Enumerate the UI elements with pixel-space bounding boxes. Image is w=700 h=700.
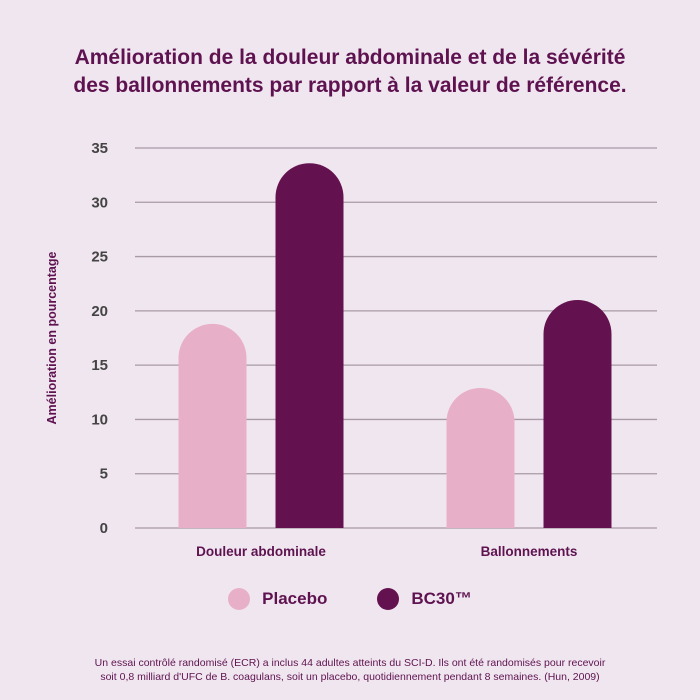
x-tick-labels: Douleur abdominale Ballonnements xyxy=(196,544,577,559)
footnote-line-2: soit 0,8 milliard d'UFC de B. coagulans,… xyxy=(100,671,600,683)
y-tick-label: 35 xyxy=(91,140,108,157)
legend: Placebo BC30™ xyxy=(0,588,700,610)
legend-swatch-bc30 xyxy=(377,588,400,610)
y-axis-label: Amélioration en pourcentage xyxy=(45,251,59,424)
bar-placebo-1 xyxy=(446,387,515,528)
footnote-line-1: Un essai contrôlé randomisé (ECR) a incl… xyxy=(94,657,606,669)
x-tick-label: Douleur abdominale xyxy=(196,544,326,559)
y-tick-label: 15 xyxy=(91,357,108,374)
legend-item-placebo: Placebo xyxy=(228,588,327,610)
y-tick-label: 10 xyxy=(91,411,108,428)
bar-bc30-0 xyxy=(275,163,344,528)
bars xyxy=(178,163,612,528)
chart-title: Amélioration de la douleur abdominale et… xyxy=(0,44,700,100)
x-tick-label: Ballonnements xyxy=(481,544,578,559)
legend-label-bc30: BC30™ xyxy=(411,589,472,608)
y-tick-label: 25 xyxy=(91,249,108,266)
y-tick-label: 30 xyxy=(91,194,108,211)
legend-swatch-placebo xyxy=(228,588,251,610)
y-tick-label: 5 xyxy=(100,466,108,483)
bar-placebo-0 xyxy=(178,323,247,528)
y-tick-labels: 0 5 10 15 20 25 30 35 xyxy=(91,140,108,537)
chart-title-line-1: Amélioration de la douleur abdominale et… xyxy=(74,46,626,69)
legend-label-placebo: Placebo xyxy=(262,589,328,608)
legend-item-bc30: BC30™ xyxy=(377,588,472,610)
footnote: Un essai contrôlé randomisé (ECR) a incl… xyxy=(0,656,700,684)
chart-title-line-2: des ballonnements par rapport à la valeu… xyxy=(73,74,627,97)
bar-bc30-1 xyxy=(543,300,612,528)
y-tick-label: 20 xyxy=(91,303,108,320)
y-tick-label: 0 xyxy=(100,520,108,537)
